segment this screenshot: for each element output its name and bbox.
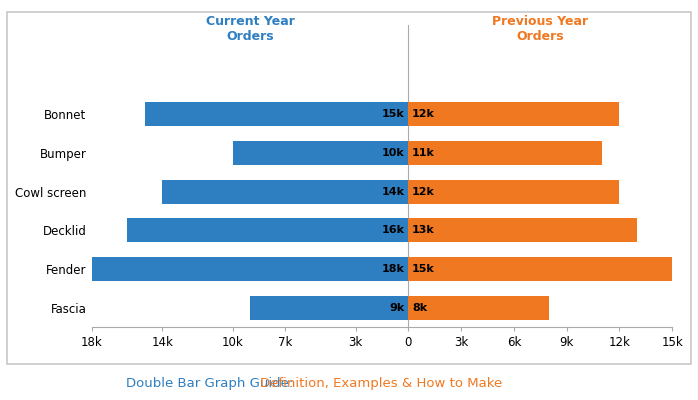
Text: 10k: 10k xyxy=(382,148,405,158)
Text: 12k: 12k xyxy=(412,109,435,119)
Text: 8k: 8k xyxy=(412,303,427,313)
Bar xyxy=(250,296,408,320)
Bar xyxy=(408,257,672,281)
Text: 15k: 15k xyxy=(382,109,405,119)
Bar xyxy=(408,141,602,165)
Bar xyxy=(162,180,408,204)
Bar xyxy=(232,141,408,165)
Text: 18k: 18k xyxy=(382,264,405,274)
Text: 14k: 14k xyxy=(382,186,405,196)
Bar xyxy=(92,257,408,281)
Bar xyxy=(408,296,549,320)
Bar xyxy=(408,180,619,204)
Text: Definition, Examples & How to Make: Definition, Examples & How to Make xyxy=(260,377,503,390)
Text: 15k: 15k xyxy=(412,264,435,274)
Text: Current Year
Orders: Current Year Orders xyxy=(206,15,295,43)
Bar xyxy=(408,218,637,242)
Bar xyxy=(408,102,619,126)
Text: Previous Year
Orders: Previous Year Orders xyxy=(492,15,588,43)
Bar xyxy=(144,102,408,126)
Text: 16k: 16k xyxy=(382,225,405,235)
Text: 12k: 12k xyxy=(412,186,435,196)
Text: 13k: 13k xyxy=(412,225,435,235)
Text: 9k: 9k xyxy=(389,303,405,313)
Text: Double Bar Graph Guide:: Double Bar Graph Guide: xyxy=(126,377,297,390)
Text: 11k: 11k xyxy=(412,148,435,158)
Bar xyxy=(127,218,408,242)
